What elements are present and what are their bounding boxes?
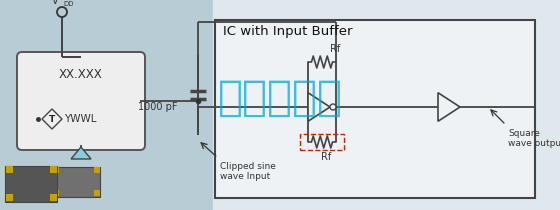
Bar: [52, 167, 100, 197]
Text: IC with Input Buffer: IC with Input Buffer: [223, 25, 352, 38]
Polygon shape: [438, 93, 460, 121]
Bar: [94, 167, 100, 173]
Text: Rf: Rf: [330, 44, 340, 54]
Bar: [213, 0, 560, 210]
Text: V: V: [53, 0, 59, 6]
Bar: [6, 166, 13, 173]
Text: 1000 pF: 1000 pF: [138, 102, 178, 112]
Text: YWWL: YWWL: [64, 114, 96, 124]
Text: Clipped sine
wave Input: Clipped sine wave Input: [220, 162, 276, 181]
Text: DD: DD: [63, 1, 73, 7]
Polygon shape: [308, 93, 330, 121]
Text: T: T: [49, 114, 55, 123]
Bar: [53, 190, 59, 196]
Bar: [50, 194, 57, 201]
Text: Square
wave output: Square wave output: [508, 129, 560, 148]
Bar: [0, 0, 213, 210]
Text: 康华尔电子: 康华尔电子: [217, 77, 343, 119]
Text: XX.XXX: XX.XXX: [59, 68, 103, 81]
Circle shape: [330, 104, 336, 110]
Bar: [53, 167, 59, 173]
FancyBboxPatch shape: [17, 52, 145, 150]
Bar: [50, 166, 57, 173]
Polygon shape: [71, 147, 91, 159]
Bar: [6, 194, 13, 201]
Bar: [300, 134, 344, 150]
Text: Rf: Rf: [321, 152, 331, 162]
Bar: [5, 166, 57, 202]
Bar: [94, 190, 100, 196]
Bar: [215, 20, 535, 198]
